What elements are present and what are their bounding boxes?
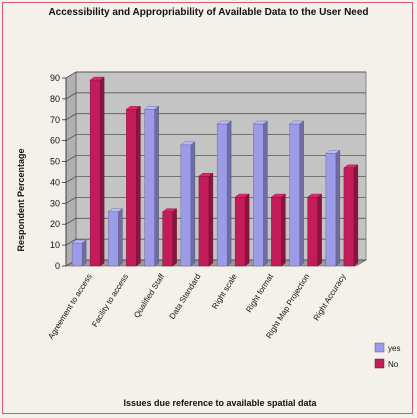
bar-no-1 [125,105,141,267]
bar-no-0 [89,76,105,267]
x-tick-label: Right Accuracy [312,272,348,322]
plot-side-wall [65,71,77,267]
y-tick-label: 50 [50,157,60,167]
chart-title: Accessibility and Appropriability of Ava… [48,7,369,18]
bar-yes-3 [180,141,196,267]
y-tick-label: 90 [50,73,60,83]
gridline [65,217,366,225]
bar-no-7 [343,164,359,267]
x-tick-label: Right scale [210,272,239,311]
y-tick-label: 10 [50,240,60,250]
bar-yes-5 [252,120,268,267]
gridline [65,238,366,246]
bar-no-6 [307,193,323,267]
gridline [65,196,366,204]
y-tick-label: 0 [55,261,60,271]
y-tick-label: 40 [50,177,60,187]
x-tick-label: Data Standard [168,272,203,321]
bar-no-3 [198,172,214,267]
legend-label-yes: yes [388,344,400,353]
bar-yes-0 [71,239,87,267]
bar-no-4 [234,193,250,267]
x-tick-label: Facility to access [90,272,130,328]
y-tick-label: 30 [50,198,60,208]
gridline [65,155,366,162]
bar-yes-6 [289,120,305,267]
y-tick-label: 60 [50,136,60,146]
x-tick-label: Right format [244,272,275,314]
y-tick-label: 80 [50,94,60,104]
bar-yes-4 [216,120,232,267]
bar-no-2 [162,208,178,267]
y-tick-label: 70 [50,115,60,125]
bar-yes-2 [144,105,160,267]
gridline [65,134,366,141]
gridline [65,92,366,100]
y-tick-label: 20 [50,219,60,229]
bar-yes-1 [107,208,123,267]
x-tick-label: Agreement to access [46,272,93,341]
bar-no-5 [270,193,286,267]
gridline [65,113,366,121]
gridline [65,176,366,183]
legend-swatch-no [374,358,385,369]
bar-yes-7 [325,149,341,267]
x-tick-label: Qualified Staff [132,272,167,320]
gridline [65,71,366,79]
chart-frame [2,2,413,414]
legend-label-no: No [388,360,399,369]
x-axis-label: Issues due reference to available spatia… [123,398,317,408]
legend-swatch-yes [374,342,385,353]
